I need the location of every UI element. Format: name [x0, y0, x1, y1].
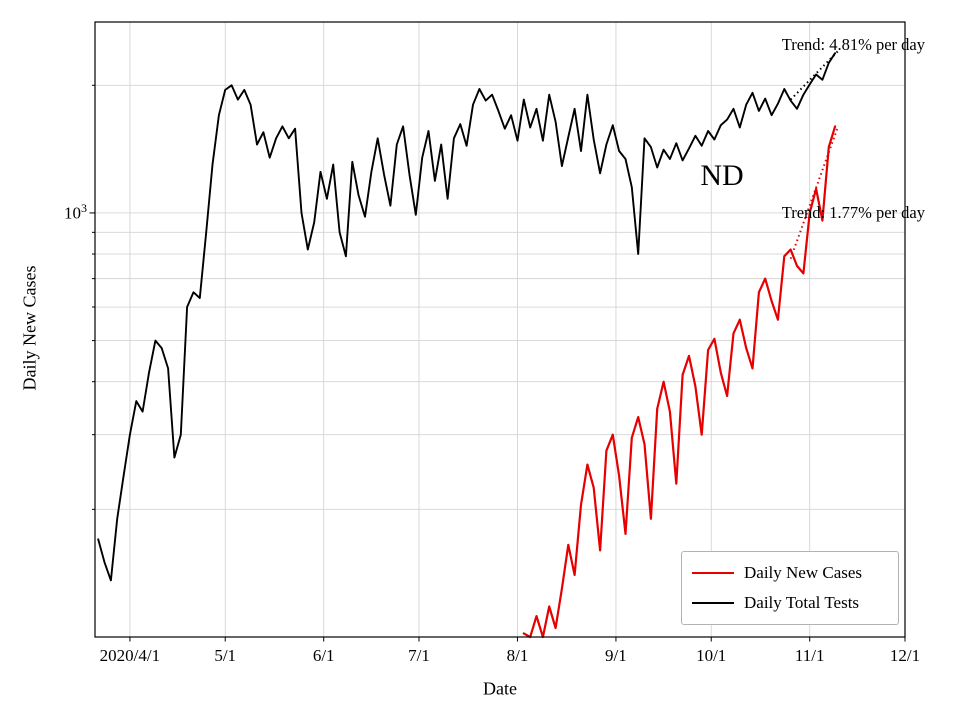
- trend-line-daily-new-cases: [789, 125, 840, 260]
- legend-item-daily-new-cases: Daily New Cases: [692, 563, 888, 583]
- x-tick-label: 6/1: [312, 646, 335, 665]
- legend-label-daily-new-cases: Daily New Cases: [744, 563, 863, 582]
- legend-item-daily-total-tests: Daily Total Tests: [692, 593, 888, 613]
- y-axis-title: Daily New Cases: [19, 265, 40, 391]
- x-tick-label: 5/1: [214, 646, 237, 665]
- x-tick-label: 11/1: [794, 646, 825, 665]
- legend-line-sample-black: [692, 601, 734, 605]
- legend-label-daily-total-tests: Daily Total Tests: [744, 593, 860, 612]
- legend-line-sample-red: [692, 571, 734, 575]
- x-tick-label: 2020/4/1: [99, 646, 161, 665]
- x-tick-label: 9/1: [605, 646, 627, 665]
- axes-frame: [94, 21, 906, 638]
- x-axis-title: Date: [483, 678, 517, 699]
- y-tick-exponent: 3: [81, 201, 87, 215]
- trend-line-daily-total-tests: [789, 50, 840, 101]
- trend-annotation-top: Trend: 4.81% per day: [781, 35, 925, 54]
- legend: Daily New Cases Daily Total Tests: [681, 551, 899, 625]
- x-tick-label: 8/1: [506, 646, 529, 665]
- x-tick-label: 7/1: [408, 646, 430, 665]
- y-tick-base: 10: [64, 203, 81, 223]
- x-tick-label: 10/1: [696, 646, 727, 665]
- y-tick-label: 103: [64, 201, 87, 224]
- x-tick-label: 12/1: [889, 646, 921, 665]
- state-label: ND: [700, 159, 744, 192]
- series-line-daily-new-cases: [522, 125, 837, 639]
- series-line-daily-total-tests: [97, 52, 837, 582]
- trend-annotation-mid: Trend: 1.77% per day: [781, 203, 925, 222]
